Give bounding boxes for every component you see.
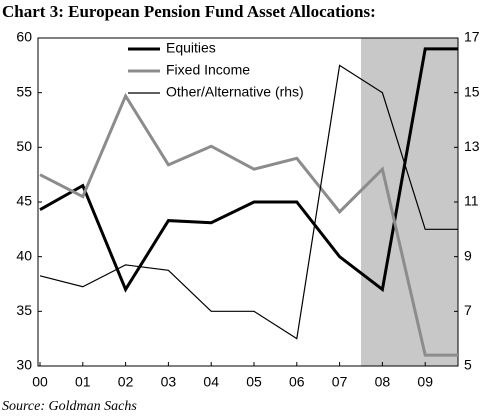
x-tick-label: 03 xyxy=(161,374,177,390)
series-line xyxy=(39,47,458,293)
x-tick-label: 07 xyxy=(332,374,348,390)
y2-tick-label: 17 xyxy=(464,29,480,45)
legend-label: Equities xyxy=(166,40,216,56)
shaded-region xyxy=(361,38,458,366)
y2-tick-label: 7 xyxy=(464,302,472,318)
y-tick-label: 60 xyxy=(16,29,32,45)
y-tick-label: 40 xyxy=(16,247,32,263)
x-tick-label: 00 xyxy=(32,374,48,390)
y-tick-label: 35 xyxy=(16,302,32,318)
x-tick-label: 01 xyxy=(75,374,91,390)
y-tick-label: 50 xyxy=(16,138,32,154)
x-tick-label: 04 xyxy=(203,374,219,390)
source: Source: Goldman Sachs xyxy=(2,399,137,414)
x-tick-label: 06 xyxy=(289,374,305,390)
y2-tick-label: 11 xyxy=(464,193,479,209)
y2-tick-label: 9 xyxy=(464,247,472,263)
x-tick-label: 02 xyxy=(118,374,134,390)
y-tick-label: 55 xyxy=(16,83,32,99)
y2-tick-label: 5 xyxy=(464,357,472,373)
y-tick-label: 45 xyxy=(16,193,32,209)
x-tick-label: 05 xyxy=(246,374,262,390)
y-tick-label: 30 xyxy=(16,357,32,373)
legend-label: Other/Alternative (rhs) xyxy=(166,84,304,100)
series-line xyxy=(39,64,458,340)
x-tick-label: 09 xyxy=(417,374,433,390)
y2-tick-label: 15 xyxy=(464,83,480,99)
series-line xyxy=(39,92,458,357)
legend-label: Fixed Income xyxy=(166,62,250,78)
chart-title: Chart 3: European Pension Fund Asset All… xyxy=(2,2,376,21)
x-tick-label: 08 xyxy=(375,374,391,390)
y2-tick-label: 13 xyxy=(464,138,480,154)
